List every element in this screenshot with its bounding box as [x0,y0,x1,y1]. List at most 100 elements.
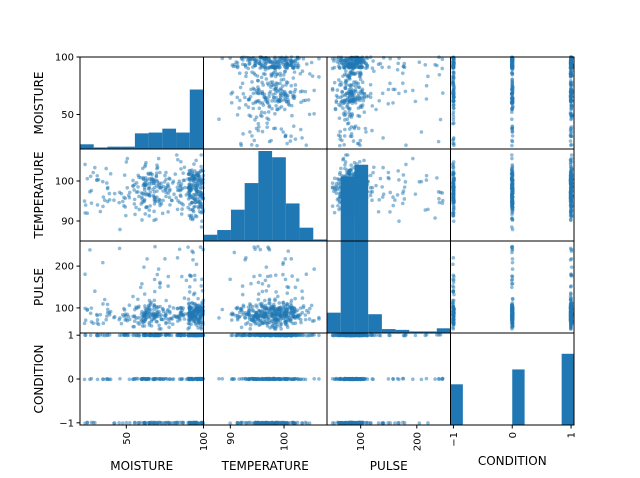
point-pulse-moisture-394 [195,309,199,314]
point-pulse-condition-204 [569,249,574,253]
point-moisture-condition-408 [510,92,514,97]
point-pulse-condition-205 [451,278,456,282]
point-temperature-moisture-395 [199,178,203,183]
point-pulse-temperature-365 [270,323,275,328]
point-pulse-moisture-328 [166,274,171,279]
point-moisture-temperature-396 [266,56,271,61]
point-temperature-moisture-391 [152,179,156,184]
point-pulse-moisture-327 [131,324,135,329]
point-pulse-condition-165 [510,260,515,265]
point-pulse-temperature-98 [279,327,283,331]
point-temperature-pulse-115 [334,191,339,196]
point-temperature-pulse-419 [341,196,346,201]
point-moisture-temperature-257 [282,73,286,77]
point-pulse-temperature-59 [263,278,268,283]
point-condition-pulse-159 [371,377,375,382]
point-moisture-temperature-392 [288,58,293,63]
point-moisture-pulse-22 [358,138,363,143]
point-temperature-moisture-222 [124,213,128,218]
point-pulse-moisture-385 [102,297,107,302]
point-pulse-temperature-289 [281,300,286,305]
point-moisture-pulse-402 [358,60,362,64]
point-temperature-pulse-98 [330,181,335,185]
point-pulse-moisture-107 [88,311,93,316]
point-temperature-pulse-404 [338,178,343,182]
hist-bar-condition-5 [512,369,525,425]
point-moisture-temperature-333 [279,98,284,103]
point-moisture-condition-363 [510,105,515,109]
point-temperature-pulse-327 [333,184,338,189]
point-pulse-moisture-380 [189,316,194,320]
point-temperature-moisture-384 [167,188,172,193]
hist-bar-moisture-0 [80,144,94,149]
point-temperature-condition-416 [510,210,515,215]
point-pulse-moisture-275 [164,316,168,320]
point-condition-moisture-415 [146,377,151,382]
point-temperature-moisture-221 [190,200,194,205]
point-condition-moisture-419 [191,333,195,338]
point-moisture-temperature-151 [270,106,274,111]
point-pulse-moisture-30 [98,312,103,317]
point-pulse-temperature-217 [264,288,269,293]
point-moisture-temperature-19 [241,91,246,96]
point-condition-pulse-323 [440,376,445,381]
point-pulse-temperature-389 [277,306,281,310]
point-pulse-temperature-296 [304,272,309,276]
point-moisture-pulse-129 [381,136,385,140]
point-moisture-condition-369 [451,118,456,122]
point-moisture-temperature-353 [285,95,289,100]
point-temperature-pulse-159 [371,170,375,175]
point-temperature-moisture-212 [199,225,204,229]
point-temperature-moisture-129 [93,165,97,170]
point-temperature-condition-87 [569,153,574,157]
point-condition-pulse-150 [397,377,401,382]
hist-bar-temperature-3 [244,183,259,241]
point-pulse-moisture-225 [187,325,192,330]
point-moisture-temperature-212 [220,56,225,61]
point-moisture-temperature-251 [272,57,277,61]
point-moisture-condition-344 [451,110,456,114]
point-temperature-moisture-240 [180,207,184,211]
point-pulse-condition-307 [569,257,574,261]
point-moisture-pulse-115 [334,100,339,105]
point-moisture-pulse-99 [380,65,384,70]
point-moisture-condition-355 [510,80,515,84]
point-temperature-moisture-87 [174,153,179,157]
point-moisture-pulse-294 [352,98,357,102]
point-temperature-pulse-152 [378,176,383,181]
point-pulse-moisture-214 [117,246,122,251]
point-condition-temperature-263 [244,420,248,425]
point-pulse-moisture-333 [143,313,147,318]
hist-bar-pulse-7 [423,331,437,333]
point-pulse-temperature-18 [232,250,237,255]
point-temperature-condition-351 [569,218,573,223]
point-temperature-moisture-104 [171,179,176,184]
point-moisture-pulse-156 [368,83,373,87]
point-pulse-temperature-302 [283,257,288,261]
point-moisture-temperature-179 [238,85,243,90]
point-pulse-moisture-60 [136,297,140,302]
point-moisture-temperature-185 [252,87,257,92]
point-moisture-pulse-268 [349,125,354,129]
point-pulse-moisture-61 [152,298,157,303]
point-moisture-temperature-123 [246,105,251,110]
point-condition-moisture-318 [165,333,170,337]
point-pulse-temperature-214 [266,246,271,251]
point-pulse-moisture-99 [187,290,192,294]
point-temperature-pulse-94 [362,158,366,163]
point-moisture-pulse-390 [352,125,356,129]
point-pulse-moisture-349 [127,303,132,308]
hist-bar-pulse-4 [381,329,396,333]
point-moisture-temperature-125 [251,91,256,96]
point-temperature-moisture-169 [147,214,152,218]
point-pulse-moisture-352 [105,307,110,312]
point-moisture-temperature-209 [254,99,259,104]
point-temperature-pulse-77 [391,195,395,199]
hist-bar-moisture-6 [162,128,177,149]
point-pulse-temperature-212 [220,307,225,312]
point-condition-moisture-399 [112,421,117,425]
point-condition-temperature-403 [274,421,278,425]
point-moisture-pulse-59 [395,67,400,72]
point-moisture-pulse-388 [372,69,376,74]
point-condition-temperature-253 [230,377,235,381]
